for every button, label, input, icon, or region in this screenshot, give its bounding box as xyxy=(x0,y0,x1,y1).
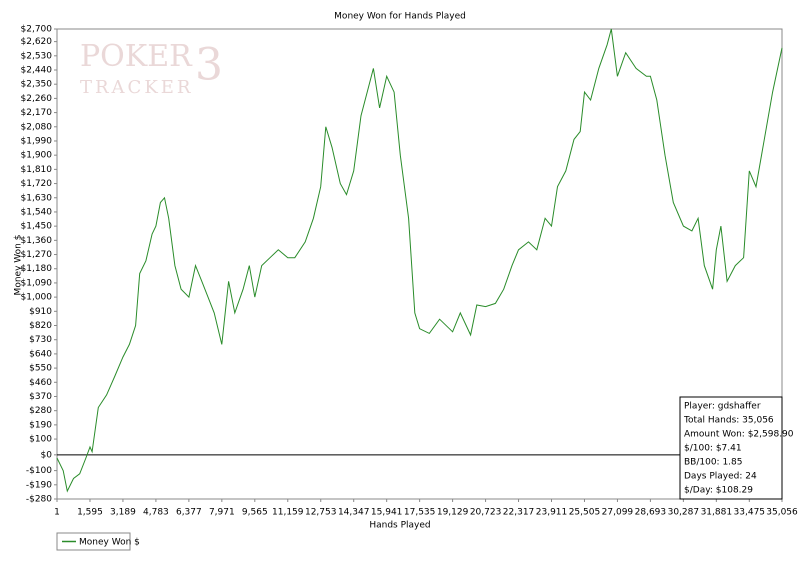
y-tick-label: $640 xyxy=(29,349,52,359)
x-tick-label: 20,723 xyxy=(470,508,502,518)
y-tick-label: $820 xyxy=(29,321,52,331)
y-tick-label: $1,810 xyxy=(21,165,53,175)
y-tick-label: $1,720 xyxy=(21,179,53,189)
y-tick-label: $2,530 xyxy=(21,51,53,61)
x-tick-label: 11,159 xyxy=(272,508,304,518)
y-tick-label: $370 xyxy=(29,392,52,402)
x-tick-label: 3,189 xyxy=(110,508,136,518)
watermark: POKER xyxy=(80,39,193,74)
x-tick-label: 22,317 xyxy=(503,508,535,518)
stats-box xyxy=(679,396,783,500)
y-tick-label: $1,180 xyxy=(21,264,53,274)
line-series xyxy=(56,28,783,493)
x-tick-label: 6,377 xyxy=(176,508,202,518)
x-tick-label: 23,911 xyxy=(536,508,568,518)
x-tick-label: 9,565 xyxy=(242,508,268,518)
x-tick-label: 15,941 xyxy=(371,508,403,518)
stats-line: Total Hands: 35,056 xyxy=(683,416,774,426)
x-tick-label: 27,099 xyxy=(602,508,634,518)
y-tick-label: $1,360 xyxy=(21,236,53,246)
y-tick-label: $2,170 xyxy=(21,108,53,118)
y-tick-label: $1,090 xyxy=(21,278,53,288)
y-tick-label: -$190 xyxy=(26,480,52,490)
x-tick-label: 17,535 xyxy=(404,508,436,518)
watermark: TRACKER xyxy=(80,77,193,98)
y-tick-label: $1,990 xyxy=(21,136,53,146)
x-tick-label: 33,475 xyxy=(734,508,766,518)
x-tick-label: 35,056 xyxy=(766,508,798,518)
y-tick-label: $2,700 xyxy=(21,25,53,35)
x-tick-label: 12,753 xyxy=(305,508,337,518)
y-tick-label: $910 xyxy=(29,307,52,317)
y-tick-label: -$100 xyxy=(26,466,52,476)
stats-line: Player: gdshaffer xyxy=(684,402,761,412)
stats-line: Amount Won: $2,598.90 xyxy=(684,430,794,440)
y-tick-label: $280 xyxy=(29,406,52,416)
y-tick-label: $1,900 xyxy=(21,151,53,161)
y-tick-label: -$280 xyxy=(26,495,52,505)
y-tick-label: $2,440 xyxy=(21,66,53,76)
y-axis-label: Money Won $ xyxy=(14,235,24,296)
x-tick-label: 7,971 xyxy=(209,508,235,518)
y-tick-label: $2,350 xyxy=(21,80,53,90)
x-tick-label: 31,881 xyxy=(701,508,733,518)
y-tick-label: $550 xyxy=(29,364,52,374)
y-tick-label: $730 xyxy=(29,335,52,345)
legend xyxy=(56,532,131,551)
chart-title: Money Won for Hands Played xyxy=(334,12,466,22)
y-tick-label: $190 xyxy=(29,420,52,430)
x-axis-label: Hands Played xyxy=(369,521,430,531)
y-tick-label: $100 xyxy=(29,435,52,445)
legend-label: Money Won $ xyxy=(79,538,140,548)
watermark: 3 xyxy=(195,40,223,91)
y-tick-label: $2,620 xyxy=(21,37,53,47)
x-tick-label: 25,505 xyxy=(569,508,601,518)
stats-line: $/Day: $108.29 xyxy=(684,486,753,496)
y-tick-label: $1,450 xyxy=(21,222,53,232)
y-tick-label: $2,080 xyxy=(21,122,53,132)
stats-line: Days Played: 24 xyxy=(684,472,757,482)
y-tick-label: $1,540 xyxy=(21,207,53,217)
stats-line: $/100: $7.41 xyxy=(684,444,742,454)
x-tick-label: 30,287 xyxy=(668,508,700,518)
y-tick-label: $0 xyxy=(41,450,53,460)
y-tick-label: $1,270 xyxy=(21,250,53,260)
y-tick-label: $1,630 xyxy=(21,193,53,203)
x-tick-label: 4,783 xyxy=(143,508,169,518)
x-tick-label: 28,693 xyxy=(635,508,667,518)
x-tick-label: 1,595 xyxy=(77,508,103,518)
y-tick-label: $2,260 xyxy=(21,94,53,104)
x-tick-label: 1 xyxy=(54,508,60,518)
stats-line: BB/100: 1.85 xyxy=(684,458,743,468)
x-tick-label: 19,129 xyxy=(437,508,469,518)
y-tick-label: $460 xyxy=(29,378,52,388)
x-tick-label: 14,347 xyxy=(338,508,370,518)
y-tick-label: $1,000 xyxy=(21,293,53,303)
